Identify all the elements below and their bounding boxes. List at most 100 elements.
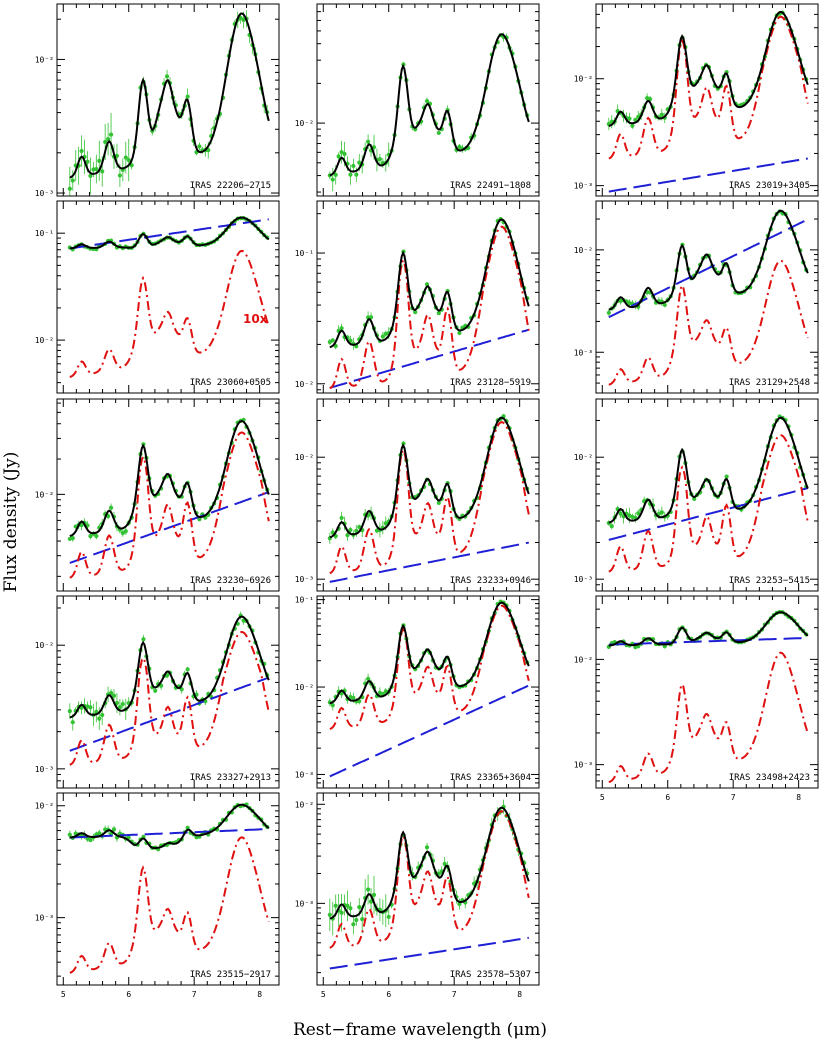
data-point <box>336 154 341 159</box>
data-point <box>100 712 105 718</box>
data-point <box>185 667 190 672</box>
data-point <box>106 136 111 142</box>
data-point <box>351 163 356 169</box>
data-point <box>357 905 362 910</box>
panel-frame <box>595 3 819 197</box>
y-tick-label: 10⁻³ <box>295 899 314 908</box>
spectrum-panel: 10⁻³ 10⁻² 5 6 7 8 IRAS 23498+2423 <box>574 595 819 802</box>
data-point <box>339 910 344 915</box>
data-point <box>339 515 344 521</box>
data-point <box>67 708 72 714</box>
data-point <box>630 123 635 128</box>
data-point <box>330 703 335 708</box>
data-points <box>327 32 530 192</box>
data-point <box>153 688 158 693</box>
y-tick-label: 10⁻³ <box>574 348 593 357</box>
x-tick-label: 7 <box>731 793 736 802</box>
plot-area <box>606 414 809 573</box>
pah-line <box>608 15 809 160</box>
panel-title: IRAS 22206−2715 <box>190 181 271 191</box>
data-point <box>100 169 105 174</box>
panel-frame <box>595 200 819 394</box>
plot-area <box>327 799 530 970</box>
y-tick-label: 10⁻³ <box>35 914 54 923</box>
pah-line <box>329 225 530 390</box>
continuum-line <box>69 218 269 250</box>
panel-title: IRAS 23253−5415 <box>729 576 810 586</box>
panel-title: IRAS 23233+0946 <box>450 576 531 586</box>
data-point <box>185 94 190 99</box>
spectrum-panel: 10⁻² 10⁻¹ IRAS 23060+0505 10x <box>35 200 280 394</box>
spectrum-panel: 10⁻³ 10⁻² 5 6 7 8 IRAS 23515−2917 <box>35 792 280 999</box>
y-tick-label: 10⁻² <box>35 490 54 499</box>
panel-title: IRAS 23578−5307 <box>450 970 531 980</box>
data-point <box>345 903 350 908</box>
y-tick-label: 10⁻³ <box>574 182 593 191</box>
data-point <box>351 922 356 927</box>
continuum-line <box>329 541 529 583</box>
data-point <box>366 676 371 681</box>
data-points <box>606 10 809 131</box>
panel-frame <box>56 792 280 986</box>
data-point <box>724 474 729 479</box>
data-point <box>97 158 102 163</box>
data-point <box>197 144 202 149</box>
data-point <box>360 917 365 922</box>
data-point <box>123 529 128 534</box>
data-point <box>627 116 632 121</box>
y-tick-label: 10⁻² <box>574 75 593 84</box>
data-point <box>108 690 114 696</box>
panel-frame <box>316 792 540 986</box>
y-tick-label: 10⁻² <box>295 453 314 462</box>
data-point <box>636 511 641 516</box>
y-tick-label: 10⁻³ <box>295 770 314 779</box>
data-point <box>354 917 359 923</box>
model-line <box>608 10 809 127</box>
pah-line <box>329 604 530 730</box>
data-points <box>67 802 270 852</box>
panel-title: IRAS 23515−2917 <box>190 970 271 980</box>
plot-area <box>327 32 530 192</box>
y-tick-label: 10⁻² <box>35 55 54 64</box>
x-tick-label: 6 <box>665 793 670 802</box>
data-point <box>424 99 430 104</box>
model-line <box>608 416 809 524</box>
data-point <box>436 130 441 136</box>
data-point <box>85 159 90 164</box>
panel-title: IRAS 23230−6926 <box>190 576 271 586</box>
plot-area <box>606 209 809 386</box>
spectrum-panel: 10⁻³ 10⁻² IRAS 23233+0946 <box>295 398 540 592</box>
plot-area <box>67 417 270 579</box>
x-tick-label: 5 <box>321 990 326 999</box>
data-point <box>386 914 391 920</box>
pah-line <box>69 836 270 974</box>
data-point <box>366 887 371 892</box>
panel-title: IRAS 23129+2548 <box>729 378 810 388</box>
x-axis-label: Rest−frame wavelength (μm) <box>293 1020 547 1040</box>
data-points <box>606 414 809 530</box>
data-point <box>333 172 338 177</box>
continuum-line <box>69 491 270 564</box>
plot-area <box>67 10 270 196</box>
data-point <box>111 693 117 698</box>
panel-title: IRAS 23327+2913 <box>190 773 271 783</box>
data-point <box>330 177 335 182</box>
spectrum-panel: 10⁻³ 10⁻² IRAS 23253−5415 <box>574 398 819 592</box>
data-point <box>354 172 359 177</box>
data-point <box>67 186 72 191</box>
model-line <box>69 420 270 537</box>
x-tick-label: 6 <box>126 990 131 999</box>
data-point <box>330 338 335 343</box>
data-point <box>351 695 356 700</box>
model-line <box>329 416 530 539</box>
x-tick-label: 8 <box>257 990 262 999</box>
y-tick-label: 10⁻¹ <box>35 229 54 238</box>
panel-grid: 10⁻³ 10⁻² IRAS 22206−2715 10⁻² IRAS 22491−18… <box>35 3 819 999</box>
spectrum-panel: 10⁻³ 10⁻² IRAS 22206−2715 <box>35 3 280 198</box>
spectrum-panel: 10⁻³ 10⁻² 5 6 7 8 IRAS 23578−5307 <box>295 792 540 999</box>
data-points <box>327 799 530 936</box>
plot-area <box>327 599 530 778</box>
data-point <box>345 533 350 538</box>
continuum-line <box>608 157 808 193</box>
pah-line <box>329 810 530 949</box>
